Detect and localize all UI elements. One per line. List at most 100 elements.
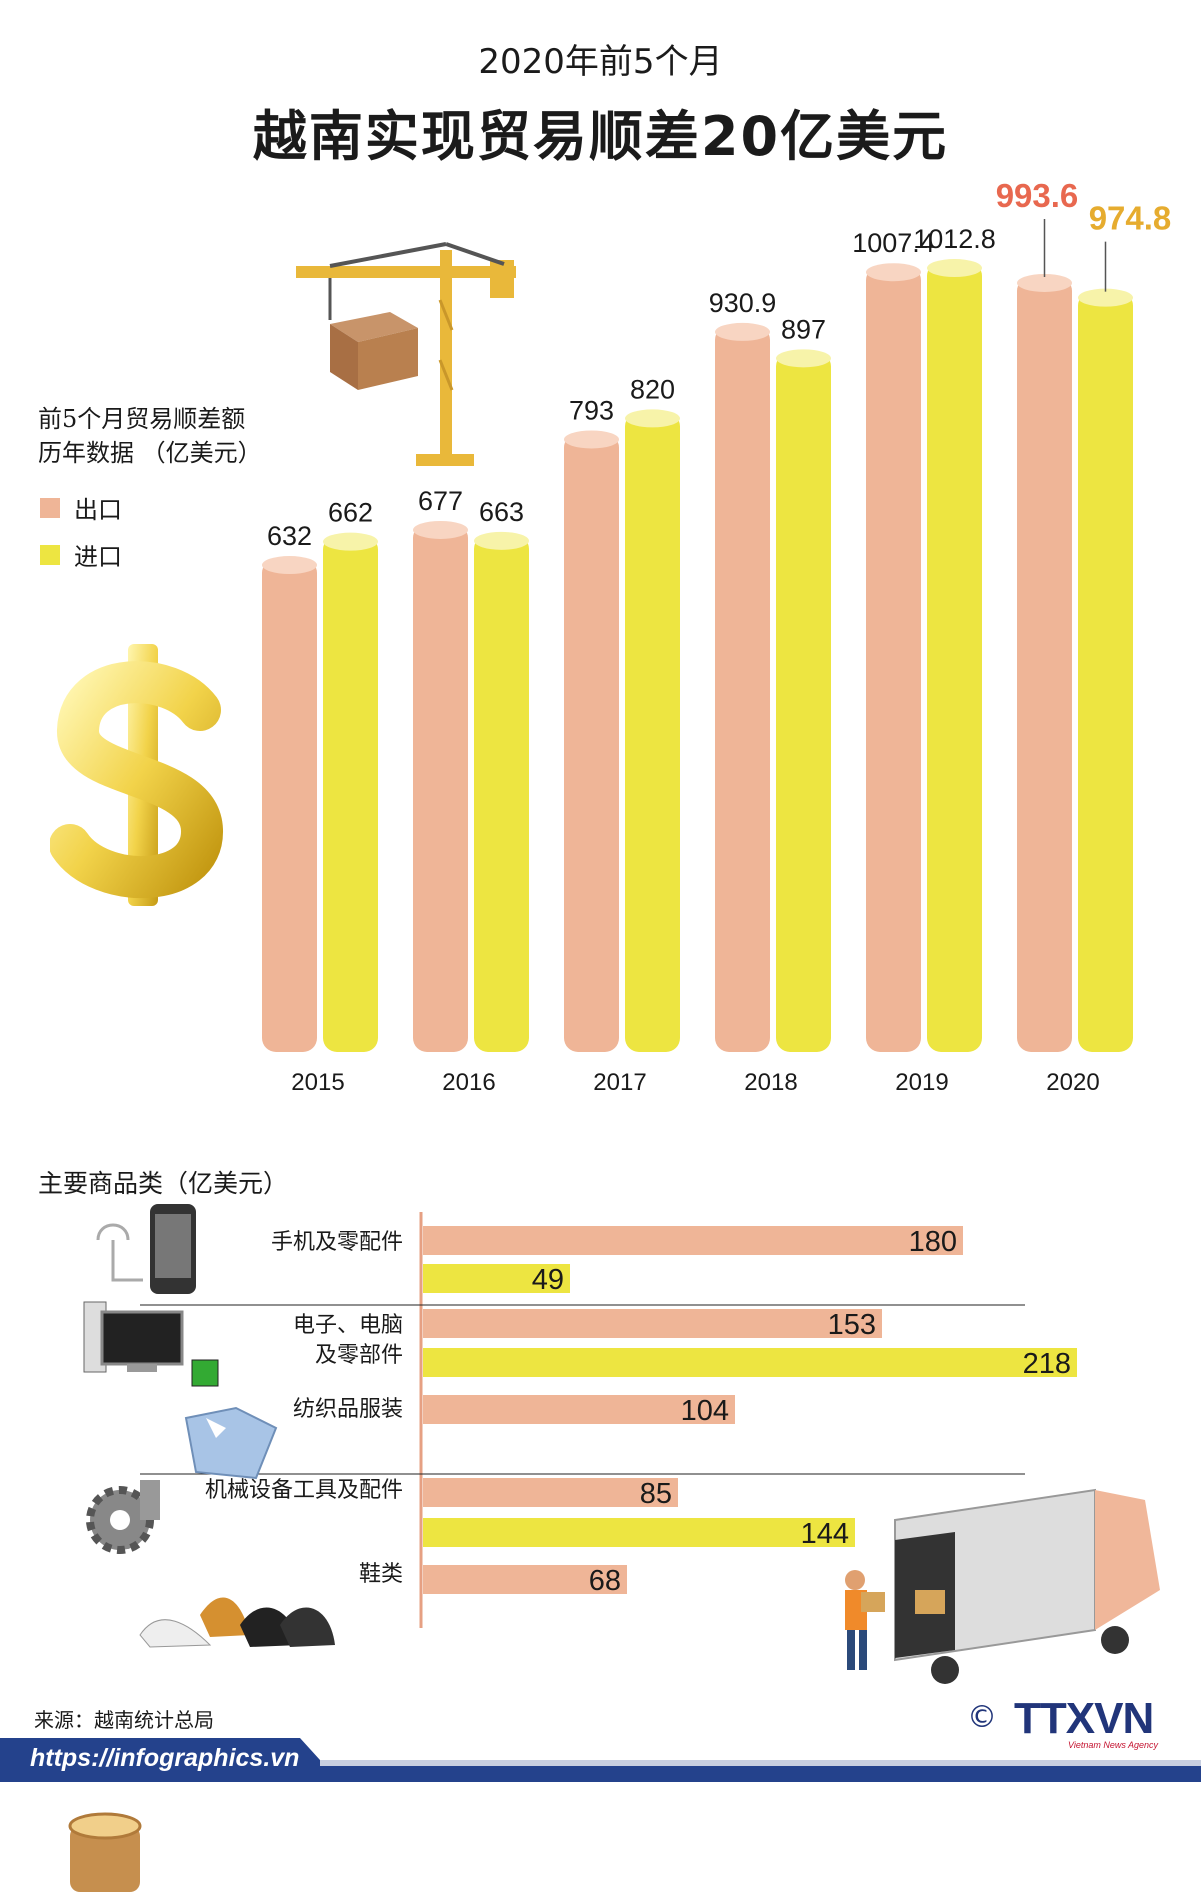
goods-value-export-4: 68: [589, 1565, 621, 1597]
bar-import-cap-2019: [927, 259, 982, 278]
legend-label-export: 出口: [74, 496, 122, 524]
bar-export-cap-2016: [413, 520, 468, 539]
bar-import-2019: [927, 262, 982, 1052]
phone-illustration: [96, 1204, 196, 1294]
goods-bar-import-1: [423, 1348, 1077, 1377]
box-icon: [330, 312, 418, 390]
value-label-import-2017: 820: [630, 374, 675, 404]
value-label-export-2020: 993.6: [996, 177, 1079, 214]
bar-export-2016: [413, 523, 468, 1052]
subtitle: 2020年前5个月: [478, 42, 723, 82]
shoes-illustration: [139, 1597, 335, 1648]
x-tick-label-2017: 2017: [593, 1069, 646, 1096]
bar-export-2018: [715, 325, 770, 1052]
goods-bar-export-0: [423, 1226, 963, 1255]
bar-export-2019: [866, 266, 921, 1052]
goods-value-import-1: 218: [1023, 1348, 1071, 1380]
bar-export-cap-2015: [262, 556, 317, 575]
legend-swatch-export: [40, 497, 60, 518]
legend-title: 前5个月贸易顺差额 历年数据 （亿美元）: [38, 402, 262, 470]
phone-icon: [96, 1204, 196, 1294]
value-label-import-2020: 974.8: [1089, 200, 1172, 237]
crane-illustration: [296, 242, 516, 466]
goods-category-label-1-1: 及零部件: [315, 1343, 403, 1368]
value-label-import-2018: 897: [781, 314, 826, 344]
legend-item-export: 出口: [40, 490, 122, 525]
goods-category-label-4-0: 鞋类: [359, 1562, 403, 1587]
source-note: 来源：越南统计总局: [34, 1708, 214, 1732]
truck-illustration: [845, 1488, 1160, 1684]
computer-icon: [83, 1301, 219, 1387]
tree-stump-icon: [68, 1812, 142, 1892]
value-label-export-2018: 930.9: [709, 288, 777, 318]
dollar-icon: [50, 644, 223, 906]
bar-import-2020: [1078, 291, 1133, 1052]
dollar-illustration: [50, 644, 223, 906]
value-label-export-2019: 1007.4: [852, 228, 935, 258]
x-tick-label-2015: 2015: [291, 1069, 344, 1096]
agency-logo-subtitle: Vietnam News Agency: [1068, 1740, 1159, 1750]
bar-import-2017: [625, 412, 680, 1052]
crane-icon: [296, 242, 516, 466]
goods-value-export-2: 104: [681, 1395, 729, 1427]
shoe-icon: [139, 1597, 335, 1648]
goods-value-import-0: 49: [532, 1264, 564, 1296]
bar-export-2015: [262, 559, 317, 1052]
goods-bar-export-3: [423, 1478, 678, 1507]
truck-icon: [894, 1488, 1160, 1684]
x-tick-label-2020: 2020: [1046, 1069, 1099, 1096]
goods-value-import-3: 144: [801, 1518, 849, 1550]
value-label-import-2016: 663: [479, 497, 524, 527]
value-label-export-2015: 632: [267, 521, 312, 551]
agency-logo: TTXVN: [1014, 1694, 1154, 1743]
bar-export-cap-2018: [715, 322, 770, 341]
shirt-icon: [184, 1406, 278, 1480]
bar-export-cap-2019: [866, 263, 921, 282]
goods-value-export-3: 85: [640, 1478, 672, 1510]
legend-item-import: 进口: [40, 537, 122, 572]
goods-bar-import-0: [423, 1264, 570, 1293]
goods-category-label-0-0: 手机及零配件: [271, 1230, 403, 1255]
goods-bar-export-4: [423, 1565, 627, 1594]
x-tick-label-2018: 2018: [744, 1069, 797, 1096]
legend-title-line2: 历年数据 （亿美元）: [38, 439, 262, 467]
bar-export-cap-2017: [564, 430, 619, 449]
bar-import-cap-2017: [625, 409, 680, 428]
shirt-illustration: [184, 1406, 278, 1480]
bar-export-2020: [1017, 276, 1072, 1052]
legend-swatch-import: [40, 544, 60, 565]
goods-bar-export-1: [423, 1309, 882, 1338]
goods-chart-title: 主要商品类（亿美元）: [38, 1169, 289, 1198]
bar-import-cap-2020: [1078, 288, 1133, 307]
value-label-import-2019: 1012.8: [913, 224, 996, 254]
bar-import-2015: [323, 535, 378, 1052]
machinery-illustration: [86, 1480, 160, 1554]
footer-bar: [0, 1738, 1201, 1782]
stump-illustration: [68, 1812, 142, 1892]
page-title: 越南实现贸易顺差20亿美元: [252, 105, 949, 168]
goods-bar-export-2: [423, 1395, 735, 1424]
legend-label-import: 进口: [74, 543, 122, 571]
worker-icon: [845, 1570, 885, 1670]
x-tick-label-2019: 2019: [895, 1069, 948, 1096]
bar-import-2016: [474, 534, 529, 1052]
goods-category-label-2-0: 纺织品服装: [293, 1397, 403, 1422]
copyright-icon: ©: [967, 1700, 997, 1735]
value-label-export-2016: 677: [418, 486, 463, 516]
goods-category-label-1-0: 电子、电脑: [293, 1313, 403, 1338]
legend-title-line1: 前5个月贸易顺差额: [38, 405, 246, 433]
bar-export-2017: [564, 433, 619, 1053]
gear-icon: [86, 1480, 160, 1554]
goods-bar-import-3: [423, 1518, 855, 1547]
bar-export-cap-2020: [1017, 273, 1072, 292]
bar-import-cap-2015: [323, 532, 378, 551]
x-tick-label-2016: 2016: [442, 1069, 495, 1096]
footer-url-link[interactable]: https://infographics.vn: [30, 1744, 300, 1772]
goods-category-label-3-0: 机械设备工具及配件: [205, 1478, 403, 1503]
value-label-export-2017: 793: [569, 395, 614, 425]
goods-value-export-0: 180: [909, 1226, 957, 1258]
bar-import-cap-2018: [776, 349, 831, 368]
bar-import-2018: [776, 352, 831, 1053]
